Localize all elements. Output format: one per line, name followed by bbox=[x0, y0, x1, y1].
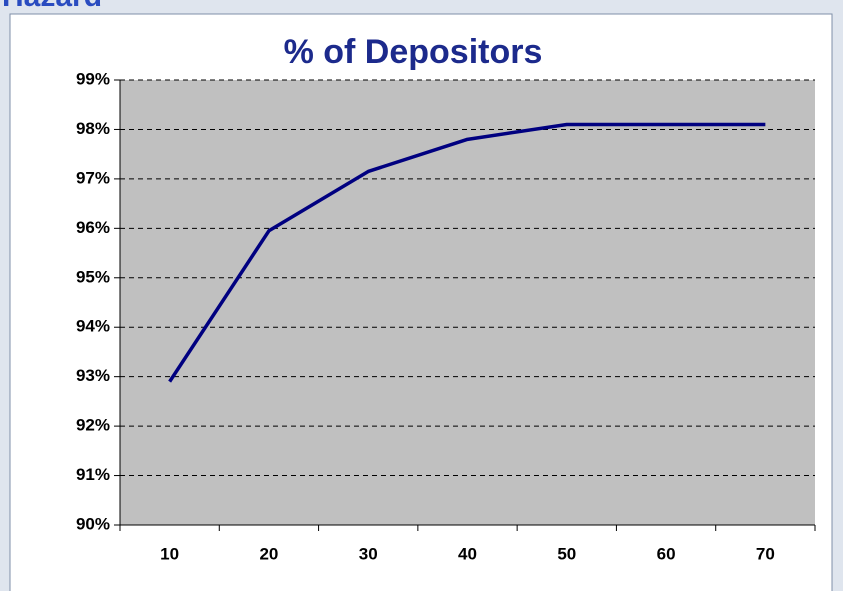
header-text: Hazard bbox=[2, 0, 102, 13]
x-tick-label: 30 bbox=[359, 544, 378, 563]
y-tick-label: 94% bbox=[76, 317, 110, 336]
chart-title: % of Depositors bbox=[284, 33, 543, 71]
y-tick-label: 98% bbox=[76, 119, 110, 138]
x-tick-label: 70 bbox=[756, 544, 775, 563]
y-tick-label: 96% bbox=[76, 218, 110, 237]
y-tick-label: 97% bbox=[76, 168, 110, 187]
line-series bbox=[168, 122, 766, 383]
y-tick-label: 90% bbox=[76, 514, 110, 533]
x-tick-label: 50 bbox=[557, 544, 576, 563]
y-tick-label: 95% bbox=[76, 267, 110, 286]
y-tick-label: 92% bbox=[76, 416, 110, 435]
x-tick-label: 60 bbox=[657, 544, 676, 563]
plot-area bbox=[120, 80, 815, 525]
x-tick-label: 20 bbox=[259, 544, 278, 563]
y-tick-label: 99% bbox=[76, 69, 110, 88]
x-tick-label: 40 bbox=[458, 544, 477, 563]
y-tick-label: 93% bbox=[76, 366, 110, 385]
y-tick-label: 91% bbox=[76, 465, 110, 484]
x-tick-label: 10 bbox=[160, 544, 179, 563]
